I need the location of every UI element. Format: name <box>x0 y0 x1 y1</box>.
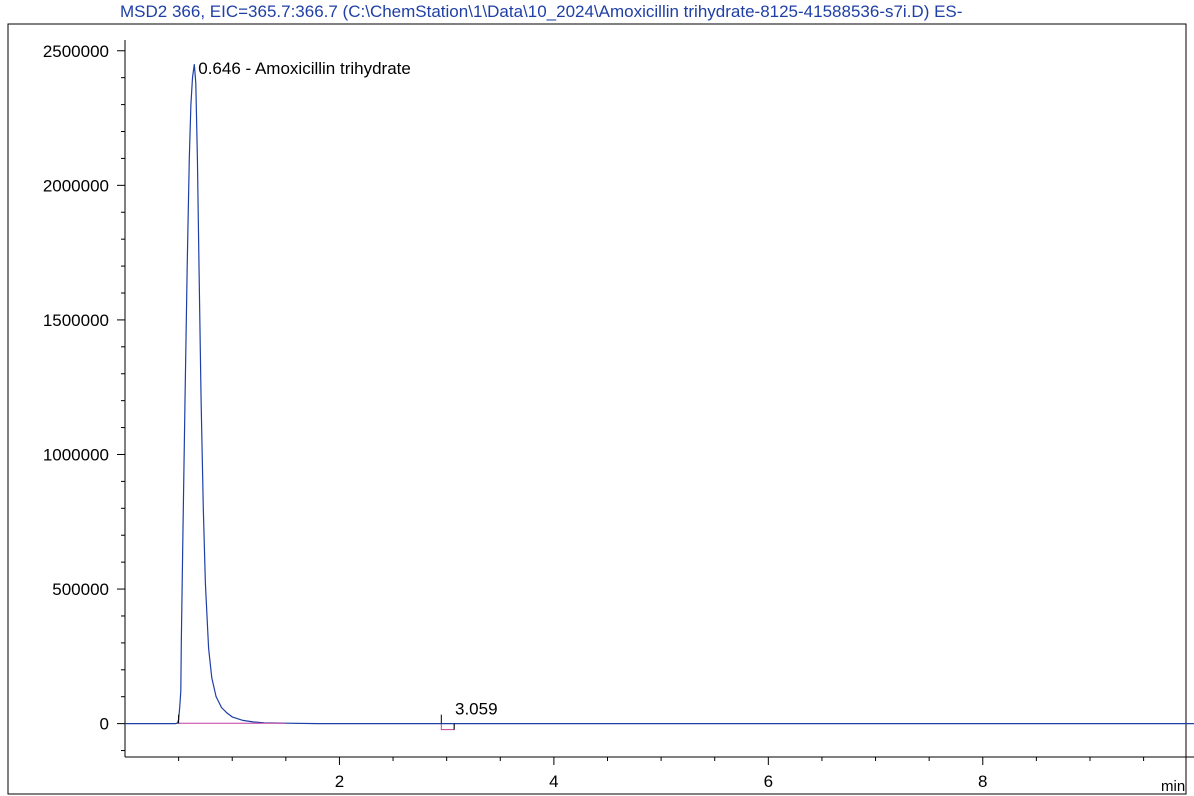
y-tick-label: 2500000 <box>43 42 109 61</box>
y-tick-label: 2000000 <box>43 176 109 195</box>
peak-label: 0.646 - Amoxicillin trihydrate <box>198 59 411 78</box>
y-tick-label: 0 <box>100 715 109 734</box>
y-tick-label: 1500000 <box>43 311 109 330</box>
y-tick-label: 500000 <box>52 580 109 599</box>
peak-baseline-box <box>440 723 455 731</box>
peak-label: 3.059 <box>455 700 498 719</box>
x-axis-ticks: 2 4 6 8 <box>178 757 1145 791</box>
x-tick-label: 6 <box>764 772 773 791</box>
signal-trace <box>125 64 1194 725</box>
outer-frame <box>7 23 1187 795</box>
x-tick-label: 2 <box>335 772 344 791</box>
peak-marks: 0.646 - Amoxicillin trihydrate 3.059 <box>178 59 498 731</box>
x-unit-label: min <box>1161 778 1185 795</box>
y-axis-ticks: 0 500000 1000000 1500000 2000000 2500000 <box>43 42 125 752</box>
y-tick-label: 1000000 <box>43 445 109 464</box>
traces <box>125 64 1194 725</box>
x-tick-label: 8 <box>978 772 987 791</box>
chart-title: MSD2 366, EIC=365.7:366.7 (C:\ChemStatio… <box>120 2 963 21</box>
x-tick-label: 4 <box>549 772 558 791</box>
